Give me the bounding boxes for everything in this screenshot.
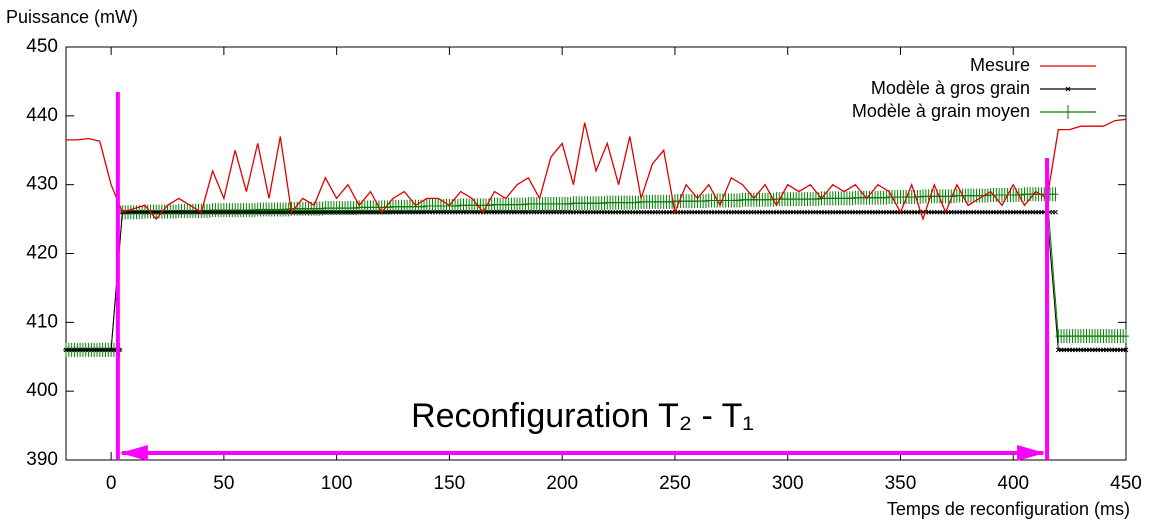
marker-x xyxy=(1065,86,1071,92)
marker-plus xyxy=(984,188,991,203)
series-line xyxy=(66,211,1126,351)
marker-plus xyxy=(601,196,608,211)
marker-plus xyxy=(883,190,890,205)
legend-label: Mesure xyxy=(970,55,1030,75)
marker-plus xyxy=(421,199,428,214)
annotation: Reconfiguration T₂ - T₁ xyxy=(411,397,754,435)
marker-plus xyxy=(1052,187,1059,202)
y-tick-label: 430 xyxy=(26,174,58,195)
marker-plus xyxy=(251,203,258,218)
legend-label: Modèle à grain moyen xyxy=(852,101,1030,121)
x-tick-label: 50 xyxy=(213,473,234,494)
x-tick-label: 450 xyxy=(1110,473,1142,494)
marker-x xyxy=(1123,347,1129,353)
x-axis-label: Temps de reconfiguration (ms) xyxy=(887,499,1130,519)
x-tick-label: 350 xyxy=(885,473,917,494)
marker-plus xyxy=(702,194,709,209)
marker-plus xyxy=(488,198,495,213)
y-tick-label: 390 xyxy=(26,449,58,470)
marker-plus xyxy=(917,190,924,205)
arrow-head xyxy=(1017,445,1046,461)
marker-plus xyxy=(454,199,461,214)
series-line xyxy=(66,118,1127,222)
y-axis-label: Puissance (mW) xyxy=(6,7,138,27)
arrow-head xyxy=(119,445,148,461)
marker-plus xyxy=(522,197,529,212)
y-tick-label: 400 xyxy=(26,380,58,401)
y-tick-label: 410 xyxy=(26,311,58,332)
series-line xyxy=(66,193,1126,351)
marker-plus xyxy=(849,191,856,206)
x-tick-label: 300 xyxy=(772,473,804,494)
y-tick-label: 450 xyxy=(26,36,58,57)
marker-x xyxy=(1053,209,1058,215)
legend-label: Modèle à gros grain xyxy=(871,78,1030,98)
x-tick-label: 250 xyxy=(659,473,691,494)
marker-plus xyxy=(1065,105,1071,119)
x-tick-label: 400 xyxy=(997,473,1029,494)
y-tick-label: 420 xyxy=(26,243,58,264)
marker-plus xyxy=(319,201,326,216)
marker-plus xyxy=(635,195,642,210)
y-tick-label: 440 xyxy=(26,105,58,126)
marker-plus xyxy=(736,193,743,208)
x-tick-label: 0 xyxy=(106,473,117,494)
x-tick-label: 150 xyxy=(434,473,466,494)
x-tick-label: 200 xyxy=(546,473,578,494)
marker-plus xyxy=(1123,329,1129,344)
x-tick-label: 100 xyxy=(321,473,353,494)
marker-plus xyxy=(567,196,574,211)
